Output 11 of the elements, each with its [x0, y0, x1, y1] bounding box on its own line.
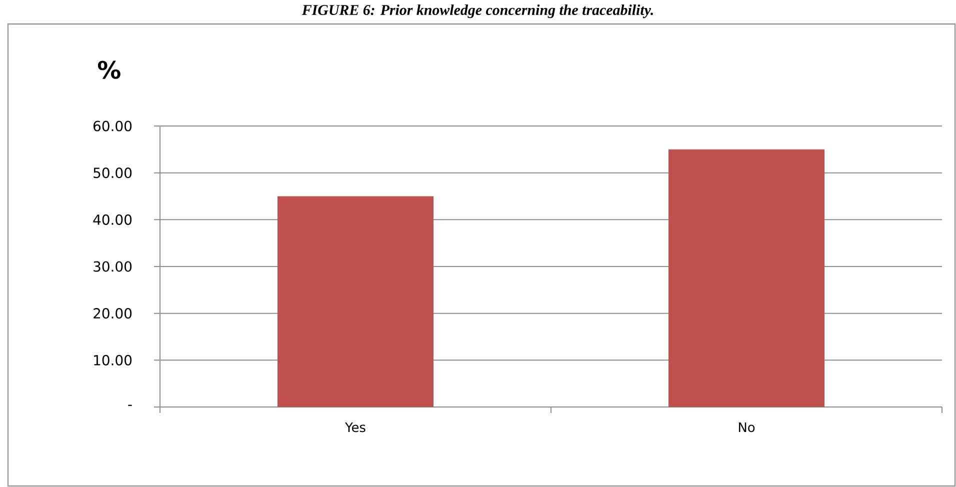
x-tick-label: No — [738, 422, 755, 432]
y-tick-label: - — [128, 404, 132, 406]
y-tick-label: 30.00 — [94, 261, 132, 272]
x-tick-label: Yes — [345, 422, 366, 432]
y-axis-title: % — [98, 60, 120, 79]
y-tick-label: 60.00 — [94, 120, 132, 132]
y-tick-label: 20.00 — [94, 308, 132, 319]
y-tick-label: 10.00 — [94, 354, 132, 366]
y-tick-label: 40.00 — [93, 214, 132, 225]
chart-title: FIGURE 6: Prior knowledge concerning the traceability. — [302, 4, 653, 18]
y-tick-label: 50.00 — [94, 168, 132, 178]
